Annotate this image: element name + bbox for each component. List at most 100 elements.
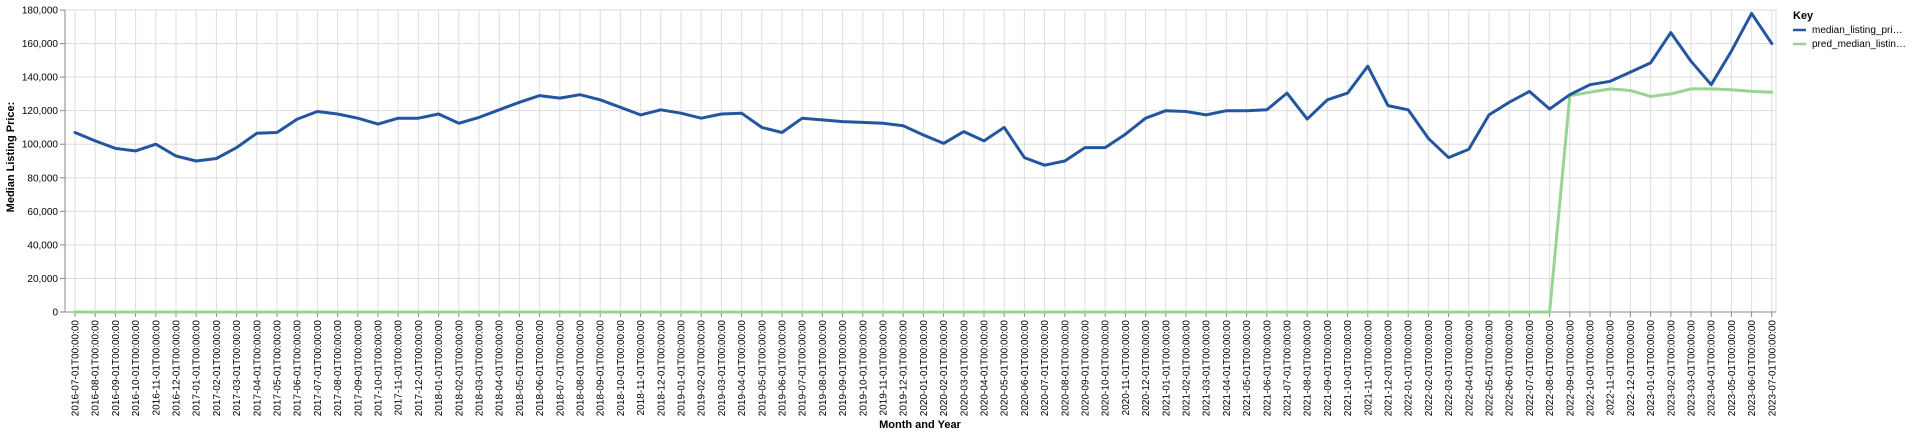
x-tick-label: 2020-05-01T00:00:00 — [1000, 320, 1011, 417]
y-tick-label: 0 — [52, 308, 58, 319]
gridlines — [65, 9, 1776, 313]
x-tick-label: 2023-05-01T00:00:00 — [1727, 320, 1738, 417]
x-tick-label: 2021-02-01T00:00:00 — [1182, 320, 1193, 417]
legend: Key median_listing_pri… pred_median_listi… — [1793, 10, 1906, 50]
x-tick-label: 2022-09-01T00:00:00 — [1565, 320, 1576, 417]
x-tick-label: 2017-12-01T00:00:00 — [414, 320, 425, 417]
x-tick-label: 2017-08-01T00:00:00 — [333, 320, 344, 417]
x-tick-label: 2017-04-01T00:00:00 — [252, 320, 263, 417]
x-tick-label: 2019-03-01T00:00:00 — [717, 320, 728, 417]
x-tick-label: 2017-11-01T00:00:00 — [394, 320, 405, 416]
x-tick-label: 2016-12-01T00:00:00 — [172, 320, 183, 417]
x-tick-label: 2019-09-01T00:00:00 — [838, 320, 849, 417]
x-tick-label: 2020-07-01T00:00:00 — [1040, 320, 1051, 417]
x-tick-label: 2018-09-01T00:00:00 — [596, 320, 607, 417]
x-tick-label: 2019-08-01T00:00:00 — [818, 320, 829, 417]
x-tick-label: 2021-06-01T00:00:00 — [1262, 320, 1273, 417]
x-tick-label: 2022-02-01T00:00:00 — [1424, 320, 1435, 417]
x-tick-label: 2022-01-01T00:00:00 — [1404, 320, 1415, 417]
axes — [64, 9, 1777, 313]
x-tick-label: 2020-12-01T00:00:00 — [1141, 320, 1152, 417]
x-axis-ticks: 2016-07-01T00:00:00 2016-08-01T00:00:00 20… — [71, 312, 1778, 417]
x-tick-label: 2017-09-01T00:00:00 — [353, 320, 364, 417]
x-tick-label: 2019-01-01T00:00:00 — [677, 320, 688, 417]
x-tick-label: 2022-05-01T00:00:00 — [1485, 320, 1496, 417]
x-tick-label: 2021-04-01T00:00:00 — [1222, 320, 1233, 417]
legend-label: median_listing_pri… — [1812, 25, 1903, 36]
x-tick-label: 2018-05-01T00:00:00 — [515, 320, 526, 417]
y-tick-label: 20,000 — [27, 274, 58, 285]
x-tick-label: 2021-07-01T00:00:00 — [1283, 320, 1294, 417]
x-tick-label: 2018-03-01T00:00:00 — [475, 320, 486, 417]
x-tick-label: 2023-04-01T00:00:00 — [1707, 320, 1718, 417]
x-tick-label: 2016-10-01T00:00:00 — [131, 320, 142, 417]
x-tick-label: 2019-02-01T00:00:00 — [697, 320, 708, 417]
x-tick-label: 2016-08-01T00:00:00 — [91, 320, 102, 417]
x-tick-label: 2021-03-01T00:00:00 — [1202, 320, 1213, 417]
x-tick-label: 2021-10-01T00:00:00 — [1343, 320, 1354, 417]
x-tick-label: 2021-12-01T00:00:00 — [1384, 320, 1395, 417]
x-tick-label: 2020-06-01T00:00:00 — [1020, 320, 1031, 417]
x-tick-label: 2018-01-01T00:00:00 — [434, 320, 445, 417]
y-tick-label: 60,000 — [27, 207, 58, 218]
y-tick-label: 180,000 — [22, 6, 59, 17]
x-tick-label: 2022-11-01T00:00:00 — [1606, 320, 1617, 416]
x-tick-label: 2018-10-01T00:00:00 — [616, 320, 627, 417]
x-tick-label: 2020-02-01T00:00:00 — [939, 320, 950, 417]
x-tick-label: 2018-08-01T00:00:00 — [576, 320, 587, 417]
series-lines — [73, 11, 1774, 314]
x-tick-label: 2022-06-01T00:00:00 — [1505, 320, 1516, 417]
x-tick-label: 2020-01-01T00:00:00 — [919, 320, 930, 417]
x-tick-label: 2017-03-01T00:00:00 — [232, 320, 243, 417]
x-tick-label: 2021-08-01T00:00:00 — [1303, 320, 1314, 417]
x-tick-label: 2016-07-01T00:00:00 — [71, 320, 82, 417]
y-tick-label: 160,000 — [22, 39, 59, 50]
x-tick-label: 2019-11-01T00:00:00 — [879, 320, 890, 416]
x-tick-label: 2017-06-01T00:00:00 — [293, 320, 304, 417]
x-tick-label: 2023-03-01T00:00:00 — [1687, 320, 1698, 417]
x-tick-label: 2022-04-01T00:00:00 — [1464, 320, 1475, 417]
x-axis-title: Month and Year — [879, 419, 961, 431]
x-tick-label: 2018-07-01T00:00:00 — [555, 320, 566, 417]
x-tick-label: 2021-01-01T00:00:00 — [1161, 320, 1172, 417]
x-tick-label: 2023-02-01T00:00:00 — [1666, 320, 1677, 417]
x-tick-label: 2020-10-01T00:00:00 — [1101, 320, 1112, 417]
x-tick-label: 2017-02-01T00:00:00 — [212, 320, 223, 417]
series-line-median-listing-price — [73, 11, 1774, 167]
x-tick-label: 2023-01-01T00:00:00 — [1646, 320, 1657, 417]
legend-entries: median_listing_pri… pred_median_listin… — [1793, 25, 1906, 50]
x-tick-label: 2018-04-01T00:00:00 — [495, 320, 506, 417]
x-tick-label: 2017-07-01T00:00:00 — [313, 320, 324, 417]
x-tick-label: 2018-02-01T00:00:00 — [454, 320, 465, 417]
x-tick-label: 2022-08-01T00:00:00 — [1545, 320, 1556, 417]
series-line-pred-median-listing-price — [73, 87, 1774, 314]
x-tick-label: 2022-12-01T00:00:00 — [1626, 320, 1637, 417]
x-tick-label: 2017-05-01T00:00:00 — [273, 320, 284, 417]
x-tick-label: 2020-09-01T00:00:00 — [1081, 320, 1092, 417]
x-tick-label: 2020-11-01T00:00:00 — [1121, 320, 1132, 416]
y-tick-label: 140,000 — [22, 73, 59, 84]
x-tick-label: 2017-01-01T00:00:00 — [192, 320, 203, 417]
x-tick-label: 2018-12-01T00:00:00 — [656, 320, 667, 417]
x-tick-label: 2019-07-01T00:00:00 — [798, 320, 809, 417]
y-tick-label: 120,000 — [22, 106, 59, 117]
x-tick-label: 2021-09-01T00:00:00 — [1323, 320, 1334, 417]
x-tick-label: 2021-11-01T00:00:00 — [1363, 320, 1374, 416]
x-tick-label: 2019-05-01T00:00:00 — [757, 320, 768, 417]
x-tick-label: 2020-03-01T00:00:00 — [959, 320, 970, 417]
x-tick-label: 2022-07-01T00:00:00 — [1525, 320, 1536, 417]
plot-frame — [64, 9, 1777, 313]
x-tick-label: 2020-04-01T00:00:00 — [980, 320, 991, 417]
y-axis-title: Median Listing Price: — [5, 102, 17, 213]
x-tick-label: 2022-10-01T00:00:00 — [1586, 320, 1597, 417]
x-tick-label: 2019-04-01T00:00:00 — [737, 320, 748, 417]
x-tick-label: 2019-12-01T00:00:00 — [899, 320, 910, 417]
x-tick-label: 2019-06-01T00:00:00 — [778, 320, 789, 417]
x-tick-label: 2018-11-01T00:00:00 — [636, 320, 647, 416]
x-tick-label: 2023-07-01T00:00:00 — [1767, 320, 1778, 417]
legend-label: pred_median_listin… — [1812, 39, 1906, 50]
legend-title: Key — [1793, 10, 1814, 22]
x-tick-label: 2018-06-01T00:00:00 — [535, 320, 546, 417]
x-tick-label: 2022-03-01T00:00:00 — [1444, 320, 1455, 417]
